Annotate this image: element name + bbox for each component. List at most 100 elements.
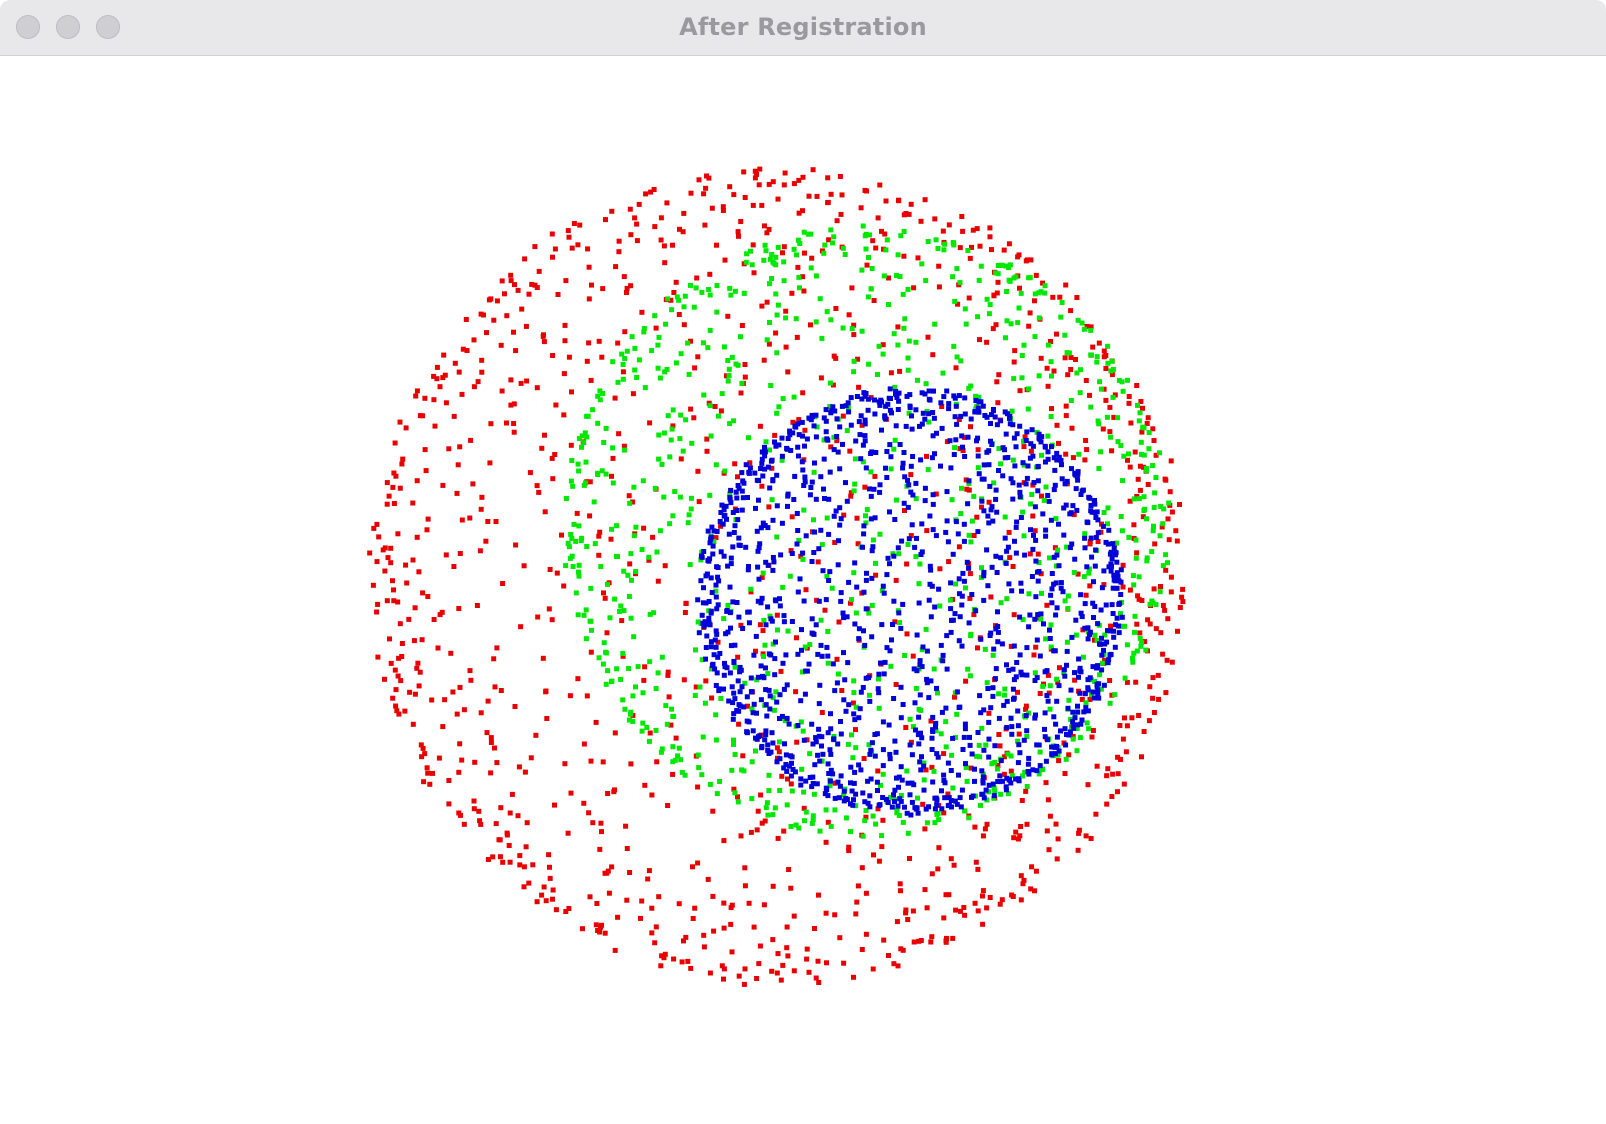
registered-point [1143, 647, 1149, 653]
source-point [410, 557, 416, 563]
registered-point [716, 413, 721, 419]
target-point [872, 515, 878, 521]
source-point [676, 901, 682, 907]
target-point [940, 652, 946, 658]
registered-point [659, 746, 665, 752]
registered-point [876, 343, 882, 349]
registered-point [931, 666, 937, 672]
target-point [884, 645, 890, 651]
target-point [948, 465, 954, 471]
registered-point [959, 485, 964, 491]
target-point [869, 740, 875, 746]
target-point [730, 599, 736, 605]
registered-point [1062, 332, 1068, 338]
target-point [1020, 460, 1026, 466]
source-point [834, 656, 840, 662]
target-point [1092, 604, 1098, 609]
target-point [723, 503, 729, 509]
source-point [986, 710, 992, 716]
registered-point [652, 313, 658, 319]
target-point [919, 521, 925, 527]
target-point [1075, 709, 1081, 715]
source-point [440, 375, 446, 381]
target-point [1002, 535, 1008, 541]
minimize-button[interactable] [56, 15, 80, 39]
registered-point [1132, 613, 1138, 619]
source-point [775, 196, 781, 202]
registered-point [921, 777, 927, 783]
registered-point [868, 286, 874, 292]
close-button[interactable] [16, 15, 40, 39]
zoom-button[interactable] [96, 15, 120, 39]
target-point [744, 729, 750, 735]
registered-point [900, 819, 906, 825]
registered-point [678, 351, 684, 357]
source-point [742, 362, 748, 367]
registered-point [612, 596, 618, 602]
target-point [887, 561, 892, 567]
target-point [795, 528, 801, 533]
target-point [714, 606, 720, 612]
target-point [810, 774, 816, 780]
registered-point [866, 255, 871, 260]
registered-point [1036, 315, 1042, 321]
source-point [455, 462, 461, 468]
source-point [967, 595, 973, 601]
source-point [613, 264, 619, 270]
source-point [596, 338, 602, 344]
registered-point [765, 671, 771, 677]
source-point [1010, 564, 1016, 569]
target-point [862, 433, 868, 439]
registered-point [962, 306, 968, 312]
target-point [981, 597, 987, 603]
source-point [1093, 811, 1099, 817]
registered-point [1141, 425, 1147, 431]
target-point [794, 541, 800, 547]
source-point [390, 695, 396, 701]
point-cloud-canvas[interactable] [0, 56, 1606, 1124]
registered-point [783, 315, 789, 321]
registered-point [1054, 676, 1060, 682]
target-point [705, 528, 711, 534]
source-point [630, 391, 636, 397]
source-point [826, 237, 832, 243]
target-point [1049, 571, 1055, 576]
registered-point [950, 274, 956, 280]
target-point [1054, 605, 1060, 611]
target-point [792, 769, 798, 775]
source-point [854, 899, 860, 905]
source-point [1054, 422, 1060, 428]
source-point [515, 813, 521, 819]
render-viewport[interactable] [0, 56, 1606, 1124]
target-point [1000, 778, 1005, 784]
registered-point [992, 759, 998, 765]
target-point [779, 435, 785, 441]
registered-point [629, 577, 634, 583]
registered-point [1061, 670, 1067, 676]
registered-point [851, 690, 857, 696]
source-point [1115, 754, 1121, 760]
source-point [414, 478, 420, 484]
target-point [1102, 641, 1108, 647]
source-point [941, 810, 947, 816]
source-point [769, 968, 775, 974]
source-point [762, 223, 767, 229]
registered-point [991, 480, 997, 486]
target-point [827, 747, 833, 753]
target-point [975, 453, 981, 459]
registered-point [906, 338, 912, 344]
target-point [1110, 585, 1116, 591]
target-point [962, 726, 968, 732]
source-point [620, 369, 626, 375]
registered-point [1144, 555, 1150, 561]
source-point [575, 242, 581, 248]
source-point [893, 682, 899, 687]
title-bar[interactable]: After Registration [0, 0, 1606, 56]
source-point [508, 272, 514, 278]
target-point [895, 545, 901, 551]
source-point [431, 617, 437, 622]
target-point [1108, 549, 1114, 555]
source-point [500, 581, 506, 586]
source-point [1168, 589, 1174, 595]
source-point [848, 493, 854, 499]
